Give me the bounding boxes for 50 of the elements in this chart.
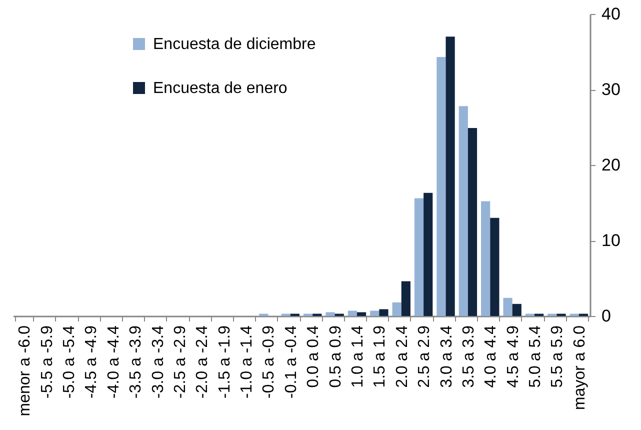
x-tick-label: -5.5 a -5.9	[38, 325, 56, 398]
bar	[356, 312, 366, 316]
bar	[424, 192, 433, 316]
x-tick-label: 1.0 a 1.4	[349, 325, 366, 388]
x-tick-label: 4.0 a 4.4	[482, 325, 500, 388]
bar	[326, 312, 335, 316]
x-tick-label: -4.5 a -4.9	[83, 325, 100, 398]
x-tick-label: menor a -6.0	[16, 325, 34, 416]
x-tick-label: -0.1 a -0.4	[282, 325, 300, 398]
x-tick-label: 4.5 a 4.9	[504, 325, 522, 388]
x-tick-label: -0.5 a -0.9	[260, 325, 278, 398]
x-tick-label: 3.5 a 3.9	[460, 325, 478, 388]
x-tick-label: 3.0 a 3.4	[438, 325, 456, 388]
x-tick-label: -3.0 a -3.4	[150, 325, 167, 398]
x-tick-label: 5.0 a 5.4	[527, 325, 544, 388]
bar	[468, 128, 478, 316]
x-tick-label: -5.0 a -5.4	[60, 325, 78, 398]
legend-label: Encuesta de diciembre	[153, 36, 316, 53]
x-tick-label: mayor a 6.0	[571, 325, 588, 410]
x-tick-label: 5.5 a 5.9	[549, 325, 566, 388]
bar	[503, 298, 512, 316]
x-tick-label: -2.0 a -2.4	[194, 325, 212, 398]
x-tick-label: 1.5 a 1.9	[372, 325, 389, 388]
bar	[446, 36, 455, 316]
x-tick-label: 0.0 a 0.4	[305, 325, 322, 388]
x-tick-label: 0.5 a 0.9	[327, 325, 344, 388]
x-tick-label: 2.5 a 2.9	[416, 325, 434, 388]
y-tick-label: 30	[602, 80, 620, 99]
x-tick-label: -3.5 a -3.9	[128, 325, 145, 398]
y-tick-label: 40	[602, 4, 620, 24]
y-tick-label: 0	[602, 306, 611, 326]
bar	[348, 310, 357, 316]
bar	[414, 198, 424, 316]
bar	[436, 57, 446, 316]
legend-label: Encuesta de enero	[153, 80, 288, 97]
bar	[401, 281, 410, 316]
bar	[458, 106, 468, 316]
bar	[370, 310, 380, 316]
y-tick-label: 20	[602, 156, 620, 174]
bar	[481, 201, 490, 316]
x-tick-label: -2.5 a -2.9	[172, 325, 189, 398]
x-tick-label: 2.0 a 2.4	[394, 325, 411, 388]
x-tick-label: -1.5 a -1.9	[216, 325, 234, 398]
bar	[379, 309, 388, 316]
bar	[392, 302, 402, 316]
bar	[490, 218, 500, 316]
x-tick-label: -1.0 a -1.4	[238, 325, 256, 398]
y-tick-label: 10	[602, 231, 620, 250]
x-tick-label: -4.0 a -4.4	[105, 325, 122, 398]
bar	[512, 304, 522, 316]
